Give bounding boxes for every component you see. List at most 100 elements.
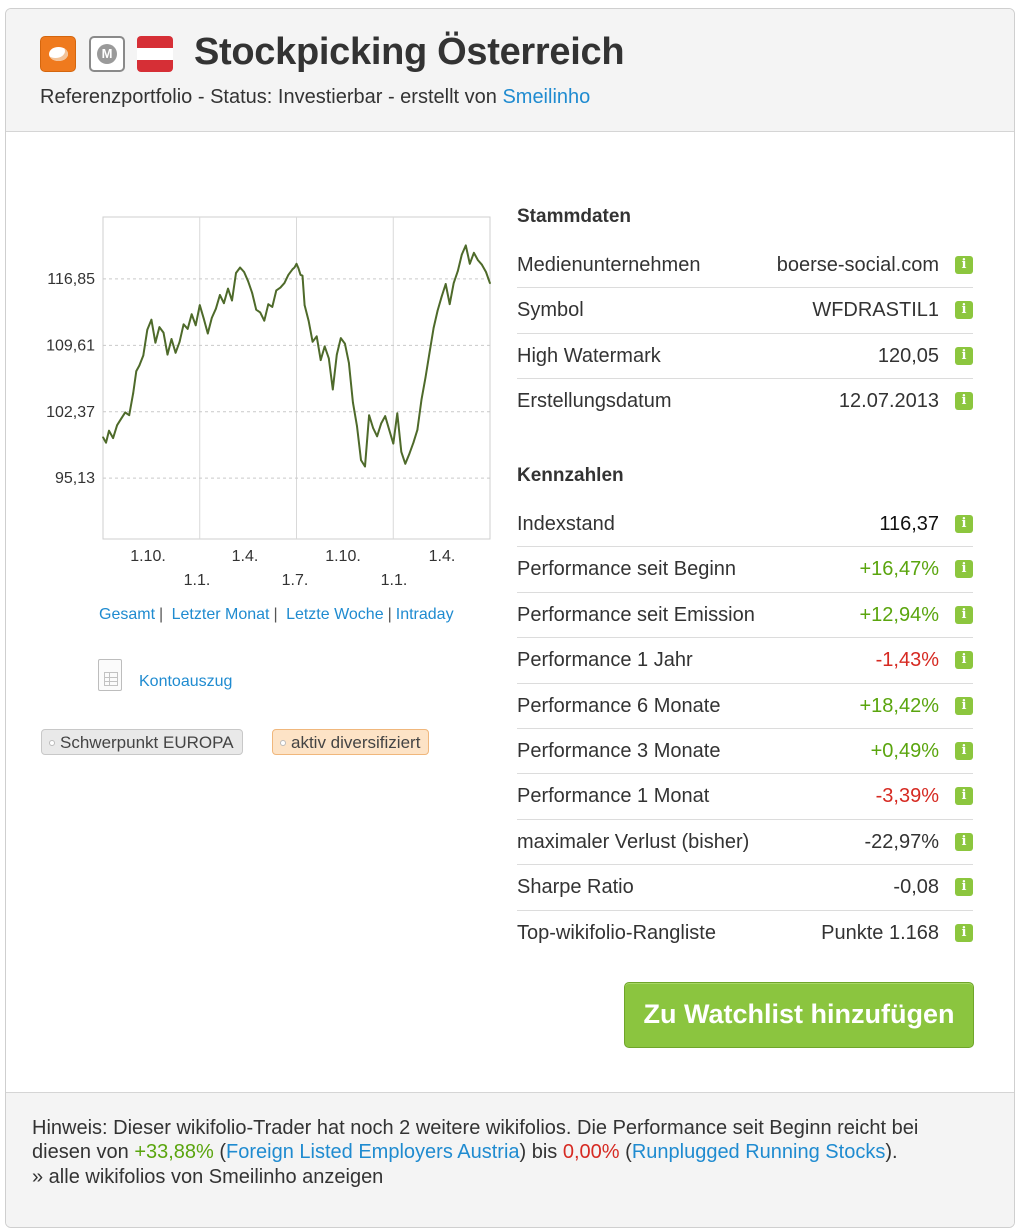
worst-wikifolio-link[interactable]: Runplugged Running Stocks (631, 1141, 886, 1163)
data-point (452, 282, 455, 284)
data-point (416, 429, 419, 431)
data-point (340, 337, 342, 339)
info-icon[interactable]: i (955, 651, 973, 670)
row-value: 120,05 (877, 344, 939, 367)
chart-svg: 116,85 109,61 102,37 95,13 1.10. 1.4. 1.10. 1.4… (46, 216, 491, 589)
data-point (331, 388, 334, 391)
best-wikifolio-link[interactable]: Foreign Listed Employers Austria (226, 1141, 520, 1163)
data-point (166, 353, 169, 356)
info-icon[interactable]: i (955, 605, 973, 624)
hint-footer: Hinweis: Dieser wikifolio-Trader hat noc… (6, 1092, 1014, 1227)
data-point (162, 331, 165, 334)
row-value: -1,43% (875, 649, 939, 672)
data-point (207, 332, 209, 335)
data-point (481, 263, 483, 266)
range-link-gesamt[interactable]: Gesamt (99, 606, 156, 623)
data-point (255, 308, 257, 311)
data-point (105, 441, 107, 444)
hint-prefix: diesen von (32, 1141, 129, 1163)
range-link-letzter-monat[interactable]: Letzter Monat (171, 606, 270, 623)
data-point (235, 272, 237, 274)
worst-performance: 0,00% (562, 1141, 620, 1163)
info-icon[interactable]: i (955, 256, 973, 274)
row-label: Performance seit Beginn (517, 558, 737, 581)
info-icon[interactable]: i (955, 878, 973, 897)
info-icon[interactable]: i (955, 392, 973, 411)
data-point (198, 304, 201, 306)
data-point (275, 289, 278, 292)
info-icon[interactable]: i (955, 832, 973, 851)
data-point (307, 319, 310, 322)
table-row: Performance 6 Monate +18,42% i (517, 684, 973, 729)
row-value: +18,42% (859, 694, 939, 717)
data-point (428, 351, 431, 354)
portfolio-header: M Stockpicking Österreich Referenzportfo… (6, 9, 1014, 132)
range-link-intraday[interactable]: Intraday (395, 606, 454, 623)
range-link-letzte-woche[interactable]: Letzte Woche (286, 606, 384, 623)
data-point (146, 329, 149, 331)
data-point (392, 442, 395, 445)
add-to-watchlist-button[interactable]: Zu Watchlist hinzufügen (624, 982, 974, 1048)
data-point (420, 398, 423, 401)
y-tick-label: 116,85 (47, 271, 95, 288)
data-point (120, 418, 122, 420)
kontoauszug-link[interactable]: Kontoauszug (139, 673, 233, 690)
tag-label: aktiv diversifiziert (291, 733, 421, 752)
data-point (356, 425, 358, 427)
data-point (352, 401, 354, 404)
stammdaten-table: Medienunternehmen boerse-social.com i Symb… (517, 243, 973, 425)
data-point (170, 338, 173, 340)
portfolio-subtitle: Referenzportfolio - Status: Investierbar… (40, 86, 590, 109)
table-row: Indexstand 116,37 i (517, 502, 973, 548)
data-point (219, 294, 221, 296)
data-point (485, 271, 487, 273)
data-point (460, 253, 463, 256)
info-icon[interactable]: i (955, 923, 973, 942)
x-tick-label: 1.10. (130, 548, 166, 565)
info-icon[interactable]: i (955, 301, 973, 320)
info-icon[interactable]: i (955, 787, 973, 806)
info-icon[interactable]: i (955, 696, 973, 715)
row-label: Sharpe Ratio (517, 876, 634, 899)
table-row: Erstellungsdatum 12.07.2013 i (517, 379, 973, 424)
subtitle-status: Referenzportfolio - Status: Investierbar… (40, 86, 497, 108)
data-point (291, 268, 294, 271)
info-icon[interactable]: i (955, 346, 973, 365)
info-icon[interactable]: i (955, 741, 973, 760)
row-label: Medienunternehmen (517, 254, 701, 276)
tag-schwerpunkt[interactable]: Schwerpunkt EUROPA (41, 729, 243, 755)
separator: | (387, 606, 392, 623)
data-point (112, 437, 114, 439)
info-icon[interactable]: i (955, 560, 973, 579)
row-value: -22,97% (864, 830, 940, 853)
data-point (182, 323, 185, 326)
x-tick-label: 1.10. (325, 548, 361, 565)
data-point (408, 452, 411, 455)
row-label: maximaler Verlust (bisher) (517, 830, 750, 853)
table-row: Top-wikifolio-Rangliste Punkte 1.168 i (517, 911, 973, 956)
data-point (372, 427, 374, 429)
row-label: Performance 1 Jahr (517, 649, 693, 672)
portfolio-card: M Stockpicking Österreich Referenzportfo… (5, 8, 1015, 1228)
chart-range-links: Gesamt | Letzter Monat | Letzte Woche | Intr… (99, 606, 454, 624)
row-value: 12.07.2013 (838, 390, 939, 413)
row-value: WFDRASTIL1 (812, 299, 939, 322)
data-point (293, 266, 296, 269)
table-row: Performance seit Emission +12,94% i (517, 593, 973, 639)
tag-dot-icon (49, 740, 55, 746)
data-point (211, 317, 213, 319)
data-point (247, 280, 249, 283)
data-point (138, 364, 141, 367)
all-wikifolios-link[interactable]: » alle wikifolios von Smeilinho anzeigen (32, 1166, 384, 1188)
x-tick-label: 1.1. (184, 572, 211, 589)
tag-dot-icon (280, 740, 286, 746)
author-link[interactable]: Smeilinho (502, 86, 591, 108)
data-point (436, 309, 439, 312)
row-value: -3,39% (875, 785, 939, 808)
page-title: Stockpicking Österreich (194, 31, 625, 73)
tag-diversifiziert[interactable]: aktiv diversifiziert (272, 729, 430, 755)
info-icon[interactable]: i (955, 515, 973, 533)
data-point (102, 436, 104, 438)
data-point (108, 429, 110, 432)
row-label: High Watermark (517, 344, 661, 367)
